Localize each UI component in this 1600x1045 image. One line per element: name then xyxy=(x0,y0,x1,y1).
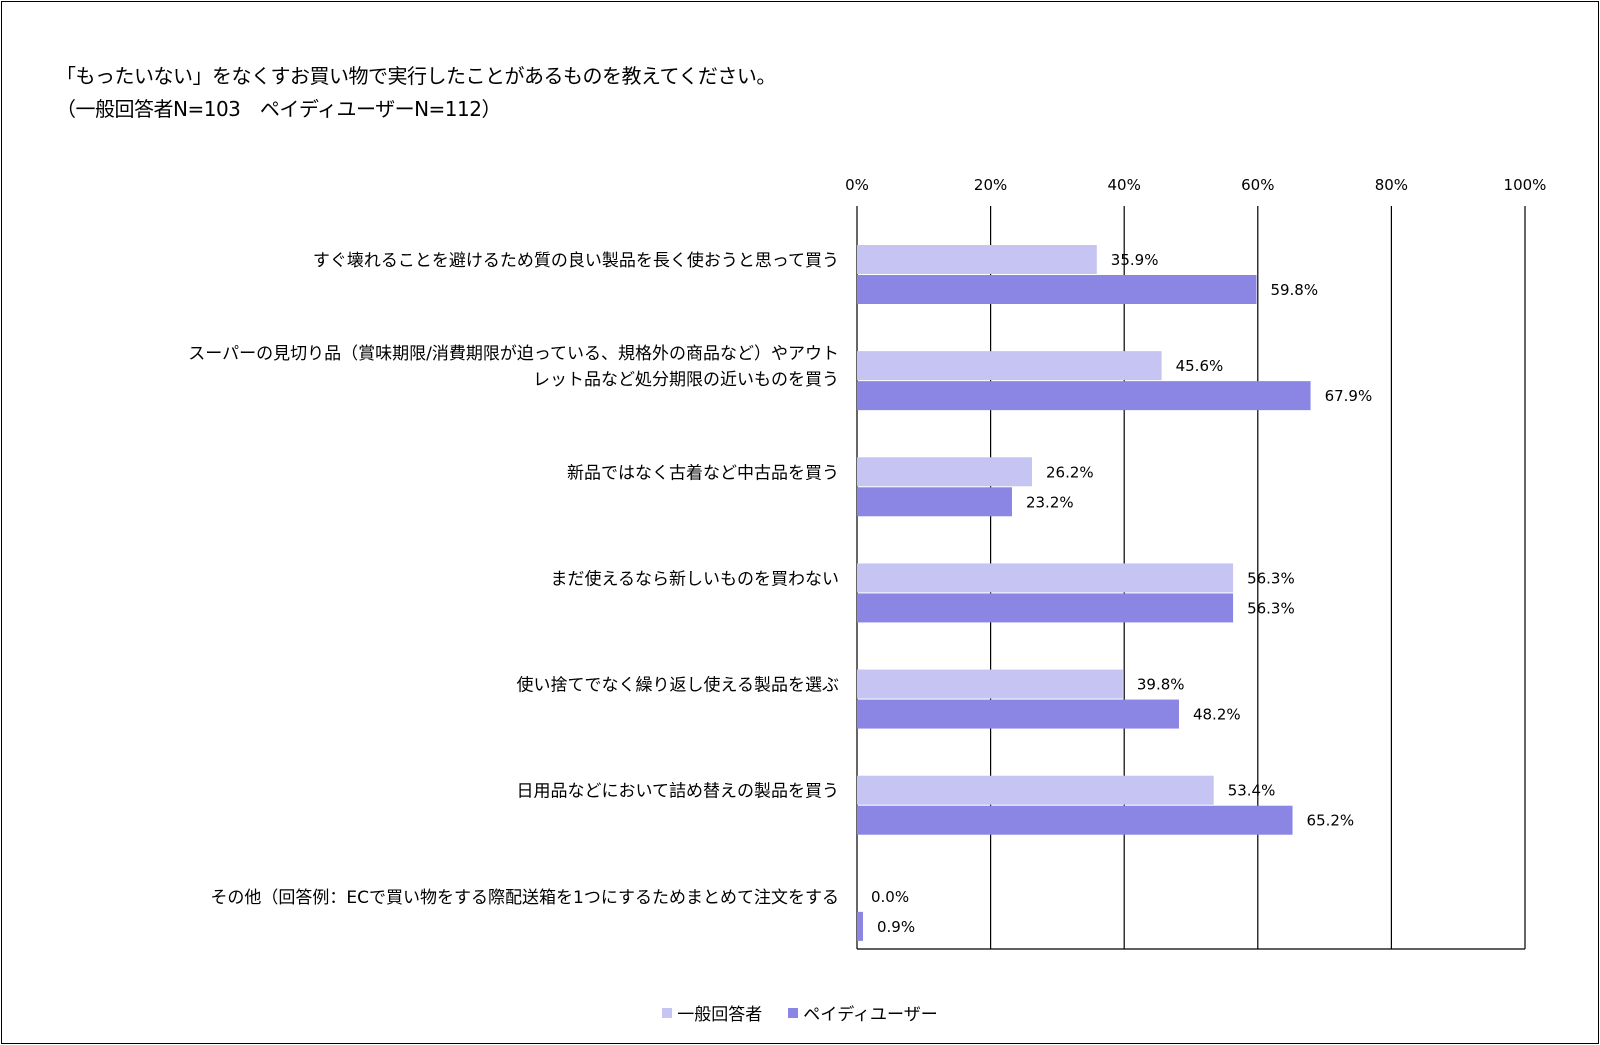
category-label: まだ使えるなら新しいものを買わない xyxy=(551,568,840,589)
data-label: 0.9% xyxy=(877,918,915,936)
category-label: その他（回答例：ECで買い物をする際配送箱を1つにするためまとめて注文をする xyxy=(210,888,839,908)
data-label: 26.2% xyxy=(1046,463,1094,481)
category-label: スーパーの見切り品（賞味期限/消費期限が迫っている、規格外の商品など）やアウト xyxy=(188,344,839,364)
data-label: 35.9% xyxy=(1111,251,1159,269)
bar-paidy xyxy=(857,911,864,941)
chart-title: 「もったいない」をなくすお買い物で実行したことがあるものを教えてください。 xyxy=(56,64,776,88)
x-tick-label: 100% xyxy=(1504,176,1547,194)
data-label: 59.8% xyxy=(1270,281,1318,299)
data-label: 39.8% xyxy=(1137,676,1185,694)
data-label: 67.9% xyxy=(1325,387,1373,405)
legend-item-general: 一般回答者 xyxy=(662,1000,762,1025)
category-label: 日用品などにおいて詰め替えの製品を買う xyxy=(517,782,840,802)
category-label: すぐ壊れることを避けるため質の良い製品を長く使おうと思って買う xyxy=(313,250,839,271)
bar-general xyxy=(857,563,1234,593)
bar-paidy xyxy=(857,381,1311,411)
data-label: 65.2% xyxy=(1307,812,1355,830)
x-tick-label: 0% xyxy=(845,176,869,194)
legend-swatch-general xyxy=(662,1007,673,1018)
x-tick-label: 60% xyxy=(1241,176,1274,194)
legend-label-general: 一般回答者 xyxy=(677,1005,763,1025)
data-label: 48.2% xyxy=(1193,706,1241,724)
data-label: 45.6% xyxy=(1176,357,1224,375)
bar-general xyxy=(857,669,1123,699)
bar-paidy xyxy=(857,275,1257,304)
data-label: 56.3% xyxy=(1247,569,1295,587)
data-label: 23.2% xyxy=(1026,493,1074,511)
bar-paidy xyxy=(857,805,1293,835)
bar-paidy xyxy=(857,699,1179,729)
category-label: 使い捨てでなく繰り返し使える製品を選ぶ xyxy=(517,675,840,696)
bar-general xyxy=(857,245,1097,274)
bar-paidy xyxy=(857,487,1012,517)
category-label: 新品ではなく古着など中古品を買う xyxy=(567,463,839,483)
data-label: 53.4% xyxy=(1228,782,1276,800)
bar-general xyxy=(857,351,1162,381)
legend-item-paidy: ペイディユーザー xyxy=(788,1000,938,1025)
bar-general xyxy=(857,457,1033,487)
legend-swatch-paidy xyxy=(788,1007,799,1018)
chart-subtitle: （一般回答者N=103 ペイディユーザーN=112） xyxy=(56,97,502,121)
x-tick-label: 20% xyxy=(974,176,1007,194)
bar-paidy xyxy=(857,593,1234,623)
bar-general xyxy=(857,775,1214,805)
data-label: 56.3% xyxy=(1247,599,1295,617)
category-label: レット品など処分期限の近いものを買う xyxy=(533,370,839,390)
data-label: 0.0% xyxy=(871,888,909,906)
legend-label-paidy: ペイディユーザー xyxy=(803,1005,938,1025)
x-tick-label: 40% xyxy=(1108,176,1141,194)
x-tick-label: 80% xyxy=(1375,176,1408,194)
legend: 一般回答者 ペイディユーザー xyxy=(0,1000,1600,1025)
